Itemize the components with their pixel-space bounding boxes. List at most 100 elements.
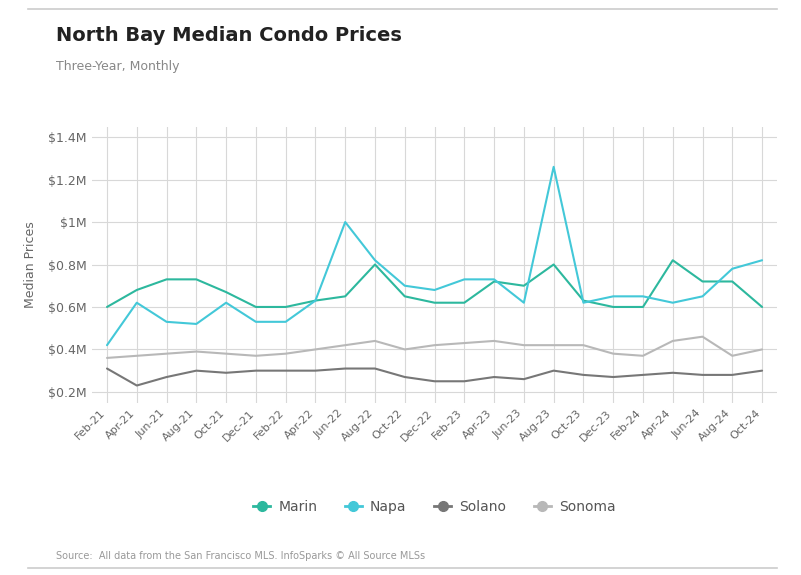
- Marin: [251, 304, 260, 310]
- Solano: [519, 375, 529, 382]
- Napa: [400, 282, 409, 289]
- Napa: [638, 293, 648, 300]
- Solano: [609, 374, 618, 381]
- Marin: [668, 257, 678, 264]
- Marin: [638, 304, 648, 310]
- Sonoma: [489, 338, 499, 344]
- Marin: [698, 278, 707, 285]
- Solano: [578, 371, 588, 378]
- Sonoma: [162, 350, 171, 357]
- Marin: [370, 261, 380, 268]
- Napa: [311, 297, 320, 304]
- Marin: [549, 261, 558, 268]
- Line: Napa: Napa: [107, 167, 762, 345]
- Text: Source:  All data from the San Francisco MLS. InfoSparks © All Source MLSs: Source: All data from the San Francisco …: [56, 551, 425, 561]
- Sonoma: [757, 346, 767, 353]
- Text: North Bay Median Condo Prices: North Bay Median Condo Prices: [56, 26, 402, 45]
- Text: Three-Year, Monthly: Three-Year, Monthly: [56, 60, 179, 74]
- Marin: [578, 297, 588, 304]
- Marin: [609, 304, 618, 310]
- Napa: [460, 276, 469, 283]
- Napa: [668, 299, 678, 306]
- Marin: [489, 278, 499, 285]
- Napa: [370, 257, 380, 264]
- Marin: [400, 293, 409, 300]
- Marin: [727, 278, 737, 285]
- Line: Solano: Solano: [107, 369, 762, 385]
- Solano: [489, 374, 499, 381]
- Y-axis label: Median Prices: Median Prices: [24, 221, 37, 308]
- Sonoma: [370, 338, 380, 344]
- Sonoma: [727, 352, 737, 359]
- Napa: [578, 299, 588, 306]
- Sonoma: [609, 350, 618, 357]
- Solano: [460, 378, 469, 385]
- Marin: [281, 304, 291, 310]
- Marin: [519, 282, 529, 289]
- Napa: [549, 163, 558, 170]
- Napa: [340, 218, 350, 225]
- Sonoma: [103, 354, 112, 361]
- Solano: [162, 374, 171, 381]
- Sonoma: [429, 342, 439, 348]
- Marin: [460, 299, 469, 306]
- Solano: [132, 382, 142, 389]
- Napa: [162, 319, 171, 325]
- Napa: [489, 276, 499, 283]
- Napa: [221, 299, 231, 306]
- Solano: [698, 371, 707, 378]
- Sonoma: [340, 342, 350, 348]
- Napa: [698, 293, 707, 300]
- Marin: [132, 286, 142, 293]
- Marin: [103, 304, 112, 310]
- Marin: [191, 276, 201, 283]
- Solano: [251, 367, 260, 374]
- Marin: [757, 304, 767, 310]
- Sonoma: [132, 352, 142, 359]
- Solano: [311, 367, 320, 374]
- Solano: [668, 369, 678, 376]
- Napa: [519, 299, 529, 306]
- Line: Sonoma: Sonoma: [107, 337, 762, 358]
- Sonoma: [311, 346, 320, 353]
- Sonoma: [221, 350, 231, 357]
- Sonoma: [519, 342, 529, 348]
- Marin: [311, 297, 320, 304]
- Line: Marin: Marin: [107, 260, 762, 307]
- Sonoma: [698, 334, 707, 340]
- Solano: [549, 367, 558, 374]
- Solano: [727, 371, 737, 378]
- Napa: [281, 319, 291, 325]
- Solano: [221, 369, 231, 376]
- Napa: [132, 299, 142, 306]
- Solano: [281, 367, 291, 374]
- Napa: [757, 257, 767, 264]
- Napa: [609, 293, 618, 300]
- Sonoma: [638, 352, 648, 359]
- Sonoma: [400, 346, 409, 353]
- Napa: [251, 319, 260, 325]
- Solano: [103, 365, 112, 372]
- Sonoma: [281, 350, 291, 357]
- Sonoma: [251, 352, 260, 359]
- Marin: [221, 289, 231, 296]
- Solano: [340, 365, 350, 372]
- Marin: [429, 299, 439, 306]
- Solano: [400, 374, 409, 381]
- Legend: Marin, Napa, Solano, Sonoma: Marin, Napa, Solano, Sonoma: [248, 494, 622, 520]
- Sonoma: [191, 348, 201, 355]
- Napa: [727, 265, 737, 272]
- Solano: [638, 371, 648, 378]
- Napa: [429, 286, 439, 293]
- Solano: [757, 367, 767, 374]
- Solano: [429, 378, 439, 385]
- Sonoma: [460, 340, 469, 347]
- Marin: [162, 276, 171, 283]
- Napa: [191, 320, 201, 327]
- Napa: [103, 342, 112, 348]
- Sonoma: [578, 342, 588, 348]
- Solano: [370, 365, 380, 372]
- Marin: [340, 293, 350, 300]
- Solano: [191, 367, 201, 374]
- Sonoma: [668, 338, 678, 344]
